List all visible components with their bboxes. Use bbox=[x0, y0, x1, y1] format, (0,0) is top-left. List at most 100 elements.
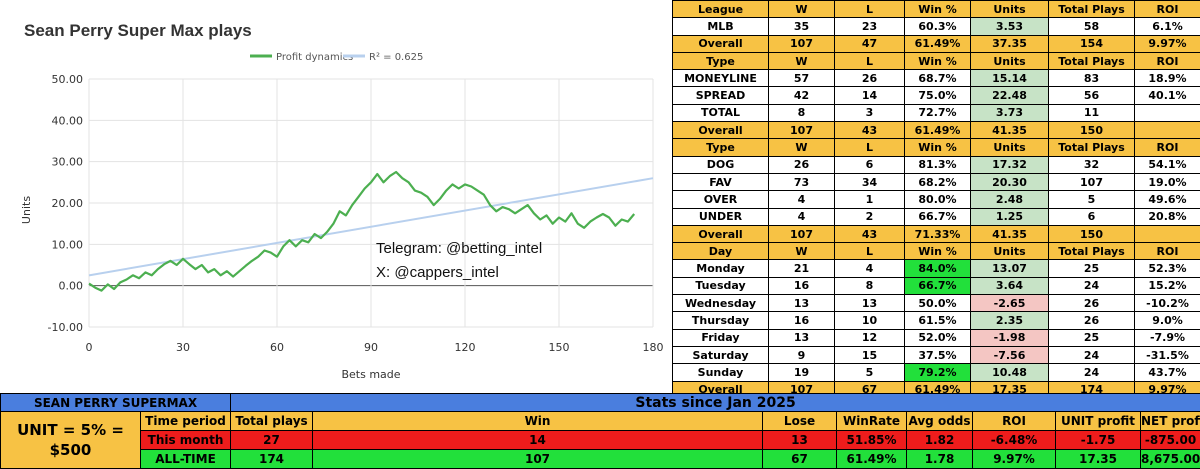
summary-net-profit: 8,675.00 bbox=[1141, 450, 1200, 469]
column-header: Units bbox=[971, 243, 1049, 260]
cell-wins: 9 bbox=[769, 346, 835, 363]
y-tick-label: 50.00 bbox=[52, 73, 84, 86]
cell-wins: 8 bbox=[769, 104, 835, 121]
cell-losses: 5 bbox=[835, 364, 905, 381]
chart-legend: Profit dynamics R² = 0.625 bbox=[250, 52, 423, 63]
cell-roi: 49.6% bbox=[1135, 191, 1200, 208]
cell-roi: 6.1% bbox=[1135, 18, 1200, 35]
cell-wins: 21 bbox=[769, 260, 835, 277]
summary-column-header: NET profit $ bbox=[1141, 412, 1200, 431]
y-tick-label: 20.00 bbox=[52, 197, 84, 210]
y-tick-label: 10.00 bbox=[52, 238, 84, 251]
cell-losses: 34 bbox=[835, 173, 905, 190]
cell-units: 3.73 bbox=[971, 104, 1049, 121]
cell-units: 15.14 bbox=[971, 70, 1049, 87]
summary-column-header: Avg odds bbox=[907, 412, 973, 431]
x-tick-label: 60 bbox=[270, 341, 284, 354]
x-tick-label: 0 bbox=[86, 341, 93, 354]
y-tick-label: 40.00 bbox=[52, 114, 84, 127]
cell-total-plays: 58 bbox=[1049, 18, 1135, 35]
cell-total-plays: 32 bbox=[1049, 156, 1135, 173]
y-tick-label: 30.00 bbox=[52, 156, 84, 169]
cell-roi: 9.0% bbox=[1135, 312, 1200, 329]
cell-roi bbox=[1135, 122, 1200, 139]
cell-units: 3.53 bbox=[971, 18, 1049, 35]
profit-line bbox=[89, 172, 634, 291]
chart-grid bbox=[89, 79, 653, 327]
x-tick-label: 30 bbox=[176, 341, 190, 354]
cell-units: 20.30 bbox=[971, 173, 1049, 190]
section-header-label: League bbox=[673, 1, 769, 18]
column-header: Total Plays bbox=[1049, 139, 1135, 156]
y-tick-label: 0.00 bbox=[59, 280, 84, 293]
cell-wins: 4 bbox=[769, 191, 835, 208]
cell-losses: 43 bbox=[835, 122, 905, 139]
column-header: W bbox=[769, 52, 835, 69]
cell-units: 1.25 bbox=[971, 208, 1049, 225]
summary-roi: 9.97% bbox=[973, 450, 1056, 469]
profit-chart: Sean Perry Super Max plays Profit dynami… bbox=[0, 0, 672, 393]
summary-wins: 107 bbox=[313, 450, 763, 469]
cell-units: 17.32 bbox=[971, 156, 1049, 173]
x-annotation: X: @cappers_intel bbox=[376, 264, 499, 281]
cell-units: 10.48 bbox=[971, 364, 1049, 381]
cell-wins: 26 bbox=[769, 156, 835, 173]
cell-win-pct: 66.7% bbox=[905, 208, 971, 225]
cell-total-plays: 25 bbox=[1049, 329, 1135, 346]
summary-column-header: UNIT profit bbox=[1056, 412, 1141, 431]
row-label: OVER bbox=[673, 191, 769, 208]
row-label: Friday bbox=[673, 329, 769, 346]
cell-roi bbox=[1135, 225, 1200, 242]
column-header: ROI bbox=[1135, 243, 1200, 260]
cell-wins: 107 bbox=[769, 122, 835, 139]
x-tick-label: 120 bbox=[455, 341, 476, 354]
x-tick-label: 150 bbox=[549, 341, 570, 354]
section-header-label: Type bbox=[673, 139, 769, 156]
row-label: DOG bbox=[673, 156, 769, 173]
cell-win-pct: 52.0% bbox=[905, 329, 971, 346]
cell-roi: 9.97% bbox=[1135, 35, 1200, 52]
unit-size: UNIT = 5% = $500 bbox=[1, 412, 141, 469]
cell-losses: 6 bbox=[835, 156, 905, 173]
cell-roi: 43.7% bbox=[1135, 364, 1200, 381]
cell-losses: 12 bbox=[835, 329, 905, 346]
cell-losses: 3 bbox=[835, 104, 905, 121]
cell-roi: -7.9% bbox=[1135, 329, 1200, 346]
summary-winrate: 51.85% bbox=[837, 431, 907, 450]
cell-win-pct: 50.0% bbox=[905, 295, 971, 312]
cell-units: -7.56 bbox=[971, 346, 1049, 363]
summary-table: SEAN PERRY SUPERMAX Stats since Jan 2025… bbox=[0, 393, 1200, 469]
row-label: Overall bbox=[673, 122, 769, 139]
cell-losses: 4 bbox=[835, 260, 905, 277]
cell-total-plays: 24 bbox=[1049, 364, 1135, 381]
column-header: Total Plays bbox=[1049, 52, 1135, 69]
cell-wins: 19 bbox=[769, 364, 835, 381]
x-axis-label: Bets made bbox=[341, 368, 400, 381]
cell-roi: 40.1% bbox=[1135, 87, 1200, 104]
cell-units: -1.98 bbox=[971, 329, 1049, 346]
cell-total-plays: 150 bbox=[1049, 225, 1135, 242]
cell-wins: 16 bbox=[769, 312, 835, 329]
cell-total-plays: 107 bbox=[1049, 173, 1135, 190]
column-header: Win % bbox=[905, 243, 971, 260]
cell-win-pct: 72.7% bbox=[905, 104, 971, 121]
cell-roi: 52.3% bbox=[1135, 260, 1200, 277]
cell-win-pct: 81.3% bbox=[905, 156, 971, 173]
cell-win-pct: 68.7% bbox=[905, 70, 971, 87]
column-header: Total Plays bbox=[1049, 1, 1135, 18]
cell-total-plays: 154 bbox=[1049, 35, 1135, 52]
cell-units: 2.35 bbox=[971, 312, 1049, 329]
